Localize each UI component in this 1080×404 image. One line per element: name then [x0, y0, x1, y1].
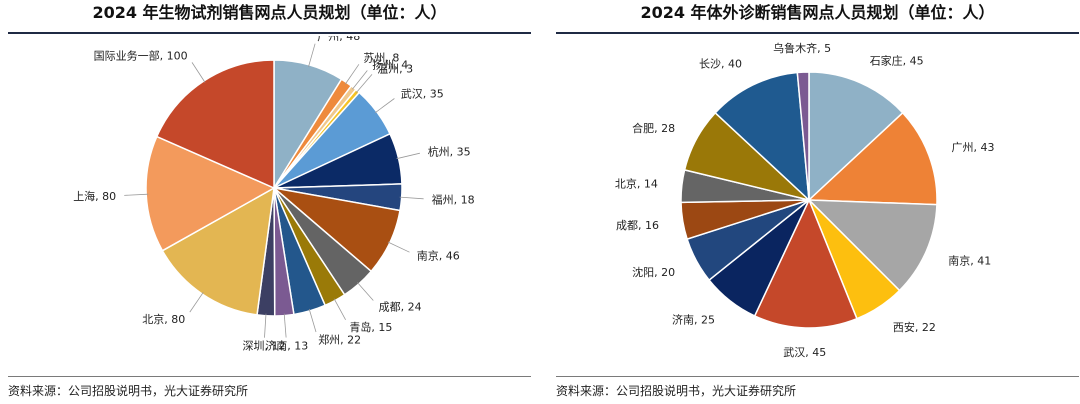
slice-label: 郑州, 22 [318, 333, 361, 347]
slice-label: 扬州, 4 [372, 57, 408, 71]
pie-slice [808, 71, 904, 202]
slice-label: 北京, 14 [615, 176, 658, 190]
slice-label: 济南, 13 [265, 339, 308, 353]
leader-line [124, 193, 149, 196]
slice-label: 成都, 24 [379, 301, 422, 314]
slice-label: 武汉, 45 [783, 346, 826, 359]
leader-line [355, 74, 373, 93]
pie-slice [753, 198, 858, 329]
leader-line [387, 241, 410, 253]
slice-label: 广州, 43 [952, 141, 995, 154]
slice-label: 杭州, 35 [428, 144, 471, 158]
slice-label: 济南, 25 [672, 313, 715, 327]
slice-label: 南京, 41 [948, 254, 991, 268]
slice-label: 长沙, 40 [699, 58, 742, 71]
source-note: 资料来源：公司招股说明书，光大证券研究所 [8, 384, 249, 398]
slice-label: 南京, 46 [417, 249, 460, 263]
slice-label: 沈阳, 20 [632, 265, 675, 279]
source-note: 资料来源：公司招股说明书，光大证券研究所 [556, 384, 797, 398]
slice-label: 成都, 16 [616, 219, 659, 232]
leader-line [333, 298, 346, 320]
pie-slice [807, 199, 938, 292]
leader-line [399, 196, 424, 200]
slice-label: 苏州, 8 [363, 52, 399, 65]
pie-chart-ivd: 石家庄, 45 广州, 43 南京, 41 西安, 22 武汉, 45 济南, 25 沈阳,… [615, 41, 995, 359]
leader-line [308, 43, 316, 67]
slice-label: 温州, 3 [377, 62, 413, 75]
leader-line [357, 282, 374, 301]
slice-label: 青岛, 15 [349, 320, 392, 334]
leader-line [352, 70, 368, 90]
slice-label: 广州, 48 [317, 36, 360, 43]
slice-label: 上海, 80 [73, 189, 116, 203]
leader-line [283, 313, 287, 338]
title-rule [8, 32, 531, 34]
slice-label: 石家庄, 45 [870, 54, 924, 68]
slice-label: 深圳, 12 [243, 340, 286, 353]
slice-label: 合肥, 28 [632, 121, 675, 135]
leader-line [374, 98, 395, 114]
chart-panel-reagents: 2024 年生物试剂销售网点人员规划（单位：人） 广州, 48 苏州, 8 扬州, … [8, 0, 531, 404]
leader-line [344, 64, 360, 85]
leader-line [396, 152, 420, 160]
slice-label: 乌鲁木齐, 5 [773, 41, 831, 55]
pie-slice [714, 71, 810, 202]
source-rule [556, 376, 1079, 377]
pie-chart-reagents: 广州, 48 苏州, 8扬州, 4温州, 3 武汉, 35 杭州, 35 福州, 18 南… [73, 36, 475, 353]
slice-label: 福州, 18 [432, 192, 475, 206]
leader-line [189, 292, 204, 313]
pie-slice [796, 71, 810, 201]
title-rule [556, 32, 1079, 34]
chart-panel-ivd: 2024 年体外诊断销售网点人员规划（单位：人） 石家庄, 45 广州, 43 南京… [556, 0, 1079, 404]
pie-slice [807, 111, 938, 206]
slice-label: 武汉, 35 [401, 88, 444, 101]
slice-label: 北京, 80 [142, 312, 185, 326]
source-rule [8, 376, 531, 377]
slice-label: 西安, 22 [893, 320, 936, 334]
leader-line [264, 313, 267, 338]
leader-line [191, 62, 206, 83]
chart-title: 2024 年生物试剂销售网点人员规划（单位：人） [92, 3, 447, 22]
slice-label: 国际业务一部, 100 [94, 49, 188, 63]
chart-title: 2024 年体外诊断销售网点人员规划（单位：人） [640, 3, 995, 22]
leader-line [308, 308, 317, 333]
